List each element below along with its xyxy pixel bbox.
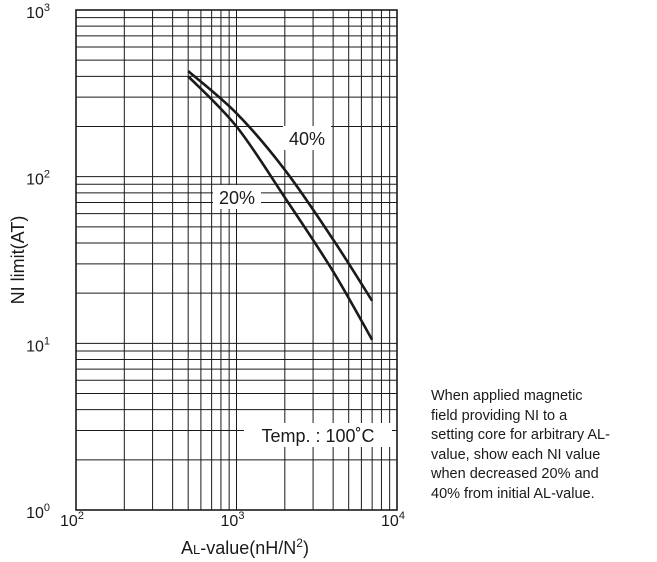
series-label-40pct: 40%	[289, 129, 325, 149]
series-label-20pct-bg	[213, 185, 261, 209]
x-tick-label: 103	[221, 510, 245, 530]
labels: 40% 20% Temp. : 100˚C	[213, 126, 392, 447]
y-tick-label: 103	[26, 2, 50, 22]
note-line: when decreased 20% and	[431, 466, 599, 482]
series-label-40pct-bg	[283, 126, 331, 150]
note-line: 40% from initial AL-value.	[431, 485, 595, 502]
tick-labels: 102 103 104 100 101 102 103	[26, 2, 405, 530]
x-axis-title: AL-value(nH/N2)	[181, 536, 309, 558]
y-axis-title: NI limit(AT)	[8, 216, 28, 305]
note-line: setting core for arbitrary AL-	[431, 427, 610, 443]
note-line: field providing NI to a	[431, 407, 568, 424]
temp-annotation: Temp. : 100˚C	[261, 426, 374, 446]
y-tick-label: 100	[26, 502, 50, 522]
note-line: value, show each NI value	[431, 446, 601, 463]
series-line-40pct	[187, 70, 374, 302]
x-tick-label: 102	[60, 510, 84, 530]
y-tick-label: 102	[26, 169, 50, 189]
series-label-20pct: 20%	[219, 188, 255, 208]
curves	[187, 70, 374, 341]
note-line: When applied magnetic	[431, 388, 583, 404]
y-tick-label: 101	[26, 335, 50, 355]
explanatory-note: When applied magnetic field providing NI…	[431, 387, 655, 504]
series-line-20pct	[187, 75, 374, 341]
x-tick-label: 104	[381, 510, 405, 530]
plot-frame	[75, 9, 398, 511]
temp-annotation-bg	[244, 423, 392, 447]
